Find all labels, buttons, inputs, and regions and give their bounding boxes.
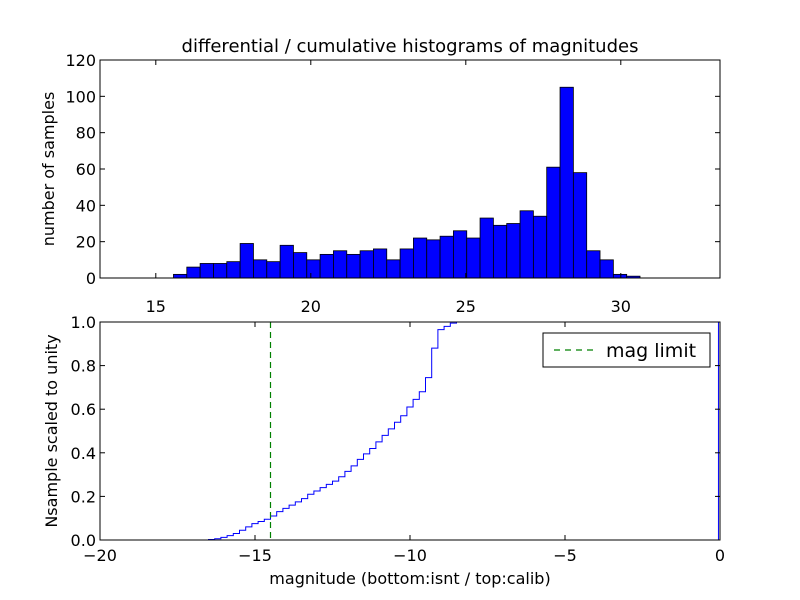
- histogram-bar: [186, 266, 201, 279]
- histogram-bar: [346, 253, 361, 279]
- top-y-axis-label: number of samples: [39, 92, 58, 247]
- histogram-bar: [599, 259, 614, 279]
- histogram-bar: [359, 250, 374, 279]
- bottom-x-tick-label: −20: [83, 546, 117, 565]
- top-plot-frame: [99, 59, 721, 279]
- histogram-bar: [559, 86, 574, 279]
- legend-mag-limit-label: mag limit: [606, 340, 696, 362]
- bottom-plot-frame: [99, 321, 721, 541]
- histogram-bar: [479, 217, 494, 279]
- histogram-bar: [546, 166, 561, 279]
- bottom-y-tick-label: 0.4: [71, 444, 96, 463]
- bottom-y-tick-label: 0.0: [71, 531, 96, 550]
- histogram-bar: [492, 224, 508, 279]
- top-x-tick-label: 15: [146, 297, 166, 316]
- cumulative-step-line: [100, 321, 719, 541]
- histogram-bar: [306, 259, 321, 279]
- histogram-bar: [293, 252, 308, 279]
- histogram-bar: [373, 248, 388, 279]
- top-y-tick-label: 60: [76, 160, 96, 179]
- histogram-bar: [399, 248, 414, 279]
- histogram-bar: [519, 210, 534, 279]
- histogram-bar: [572, 172, 588, 279]
- top-x-tick-label: 20: [301, 297, 321, 316]
- bottom-x-tick-label: −10: [393, 546, 427, 565]
- top-histogram-chart: 0 20 40 60 80 100 120 15 20 25 30 differential / c…: [39, 36, 721, 316]
- bottom-y-tick-label: 0.8: [71, 357, 96, 376]
- top-y-tick-label: 0: [86, 269, 96, 288]
- histogram-bar: [333, 250, 348, 279]
- histogram-bar: [532, 215, 548, 279]
- top-y-tick-label: 20: [76, 233, 96, 252]
- bottom-y-tick-label: 1.0: [71, 313, 96, 332]
- bottom-y-tick-label: 0.2: [71, 487, 96, 506]
- histogram-bar: [226, 261, 241, 279]
- top-y-tick-label: 40: [76, 196, 96, 215]
- bottom-cumulative-chart: 0.0 0.2 0.4 0.6 0.8 1.0 −20 −15 −10 −5 0 magnitude…: [42, 313, 725, 588]
- top-x-tick-label: 30: [611, 297, 631, 316]
- histogram-bar: [452, 230, 468, 279]
- bottom-x-tick-label: −5: [553, 546, 577, 565]
- bottom-x-tick-label: 0: [715, 546, 725, 565]
- bottom-x-axis-label: magnitude (bottom:isnt / top:calib): [269, 569, 550, 588]
- top-y-tick-label: 80: [76, 124, 96, 143]
- bottom-axis-ticks: 0.0 0.2 0.4 0.6 0.8 1.0 −20 −15 −10 −5 0: [71, 313, 726, 565]
- top-x-tick-label: 25: [456, 297, 476, 316]
- top-y-tick-label: 100: [65, 87, 96, 106]
- histogram-bar: [586, 250, 601, 279]
- legend: mag limit: [542, 332, 711, 368]
- top-plot-area: [100, 60, 720, 278]
- bottom-x-tick-label: −15: [238, 546, 272, 565]
- histogram-bar: [319, 253, 334, 279]
- histogram-bar: [213, 263, 228, 279]
- histogram-bar: [279, 244, 294, 279]
- histogram-bar: [413, 237, 428, 279]
- histogram-bar: [439, 235, 454, 279]
- top-chart-title: differential / cumulative histograms of …: [182, 36, 639, 57]
- histogram-bar: [466, 237, 481, 279]
- top-axis-ticks: 0 20 40 60 80 100 120 15 20 25 30: [65, 51, 720, 316]
- histogram-bar: [199, 263, 214, 279]
- histogram-bar: [506, 223, 521, 279]
- histogram-bar: [386, 259, 401, 279]
- histogram-bar: [173, 273, 188, 279]
- bottom-y-tick-label: 0.6: [71, 400, 96, 419]
- top-y-tick-label: 120: [65, 51, 96, 70]
- histogram-bar: [253, 259, 268, 279]
- histogram-bar: [239, 243, 254, 279]
- top-histogram-bars: [173, 86, 641, 279]
- bottom-y-axis-label: Nsample scaled to unity: [42, 334, 61, 527]
- histogram-bar: [426, 239, 441, 279]
- histogram-bar: [266, 261, 281, 279]
- histogram-bar: [612, 273, 628, 279]
